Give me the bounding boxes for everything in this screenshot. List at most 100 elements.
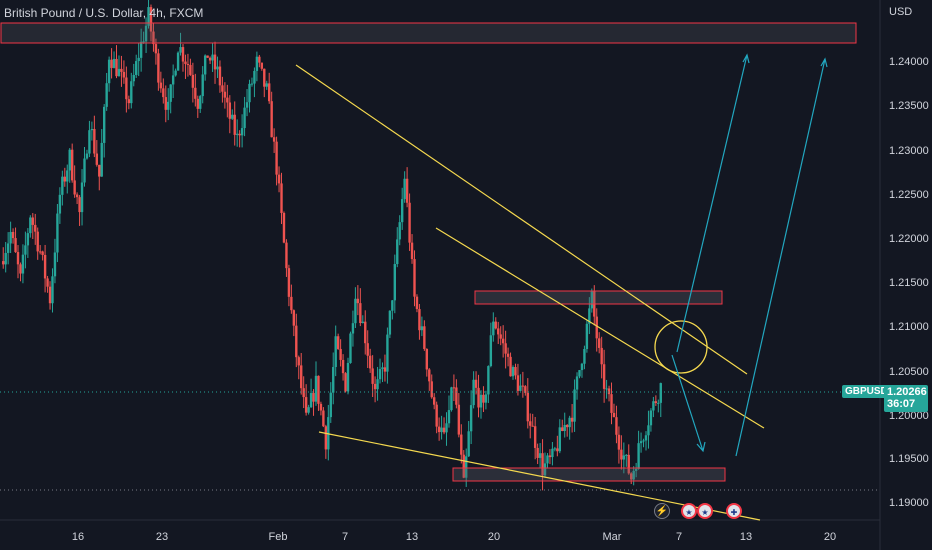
price-tick-label: 1.19500 xyxy=(889,453,929,465)
projection-arrow-up-2[interactable] xyxy=(735,58,826,457)
candle-body xyxy=(107,59,111,84)
time-tick-label: Mar xyxy=(602,531,622,543)
candle-body xyxy=(359,303,362,323)
candle-body xyxy=(53,252,57,277)
candle-body xyxy=(68,149,71,171)
price-tick-label: 1.21000 xyxy=(889,321,929,333)
trendline-middle[interactable] xyxy=(435,227,765,429)
price-tick-label: 1.24000 xyxy=(889,56,929,68)
candle-body xyxy=(546,455,549,464)
candle-body xyxy=(231,114,234,119)
candle-body xyxy=(511,367,515,377)
candle-body xyxy=(149,7,153,32)
candle-body xyxy=(531,425,534,427)
price-tick-label: 1.22000 xyxy=(889,233,929,245)
resistance-zone[interactable] xyxy=(0,22,857,44)
candle-body xyxy=(573,389,576,422)
time-tick-label: 13 xyxy=(739,531,753,543)
candle-body xyxy=(223,91,227,98)
candle-body xyxy=(378,369,382,380)
candle-body xyxy=(139,41,143,58)
candle-body xyxy=(132,74,135,82)
candle-body xyxy=(120,68,123,72)
current-price-value: 1.20266 xyxy=(887,386,927,398)
candle-body xyxy=(154,44,158,54)
candle-body xyxy=(595,316,598,339)
candle-body xyxy=(620,449,623,460)
candle-body xyxy=(637,443,640,469)
candle-body xyxy=(639,441,643,444)
candle-body xyxy=(117,68,121,77)
candle-body xyxy=(329,392,332,418)
candle-body xyxy=(492,321,495,336)
candle-body xyxy=(282,212,286,243)
candle-body xyxy=(371,368,374,384)
candle-body xyxy=(174,70,177,76)
candle-body xyxy=(112,58,116,68)
candle-body xyxy=(309,393,313,408)
candle-body xyxy=(152,31,155,45)
candle-body xyxy=(418,309,421,331)
candle-body xyxy=(408,202,411,243)
candle-body xyxy=(580,363,584,371)
candle-body xyxy=(565,424,569,428)
candle-body xyxy=(607,388,611,395)
candle-body xyxy=(275,141,278,175)
price-tick-label: 1.21500 xyxy=(889,277,929,289)
candle-body xyxy=(70,149,74,181)
projection-arrow-down[interactable] xyxy=(671,354,704,452)
candle-body xyxy=(34,224,37,232)
candle-body xyxy=(226,97,229,103)
uk-flag-icon[interactable]: ✚ xyxy=(726,503,742,519)
candle-body xyxy=(356,298,360,304)
candle-body xyxy=(341,359,345,374)
candle-body xyxy=(405,178,409,203)
candle-body xyxy=(647,425,650,436)
candle-body xyxy=(410,242,414,260)
candle-body xyxy=(585,323,589,349)
candle-body xyxy=(245,102,249,108)
candle-body xyxy=(570,417,574,422)
candle-body xyxy=(622,455,626,460)
symbol-title[interactable]: British Pound / U.S. Dollar, 4h, FXCM xyxy=(4,6,204,20)
demand-zone[interactable] xyxy=(452,467,726,482)
candle-body xyxy=(137,57,140,62)
candle-body xyxy=(349,333,352,363)
candle-body xyxy=(479,394,483,408)
price-tick-label: 1.23500 xyxy=(889,100,929,112)
candle-body xyxy=(46,278,49,287)
candle-body xyxy=(19,264,22,274)
candle-body xyxy=(533,426,537,448)
candle-body xyxy=(110,59,113,68)
candle-body xyxy=(194,87,197,99)
supply-zone[interactable] xyxy=(474,290,723,305)
candle-body xyxy=(644,435,648,441)
currency-label[interactable]: USD xyxy=(889,6,913,18)
projection-arrow-up-1[interactable] xyxy=(676,54,748,353)
candle-body xyxy=(75,194,79,198)
trendline-upper[interactable] xyxy=(295,64,748,375)
candle-body xyxy=(317,375,320,404)
us-flag-icon[interactable]: ★ xyxy=(681,503,697,519)
candle-body xyxy=(157,53,160,83)
us-flag-icon[interactable]: ★ xyxy=(697,503,713,519)
candle-body xyxy=(36,231,39,252)
candle-body xyxy=(364,321,367,344)
candle-body xyxy=(41,251,44,255)
breakout-circle[interactable] xyxy=(654,320,708,374)
candle-body xyxy=(61,176,64,195)
candle-body xyxy=(268,83,271,102)
candle-body xyxy=(297,357,300,366)
candle-body xyxy=(243,107,246,129)
candle-body xyxy=(450,387,453,411)
flash-icon[interactable]: ⚡ xyxy=(654,503,670,519)
candle-body xyxy=(164,97,167,110)
candle-body xyxy=(499,334,502,339)
candle-body xyxy=(300,365,303,389)
candle-body xyxy=(354,298,357,324)
candle-body xyxy=(548,455,552,458)
candle-body xyxy=(452,387,456,389)
candle-body xyxy=(90,128,94,131)
time-tick-label: 20 xyxy=(823,531,837,543)
